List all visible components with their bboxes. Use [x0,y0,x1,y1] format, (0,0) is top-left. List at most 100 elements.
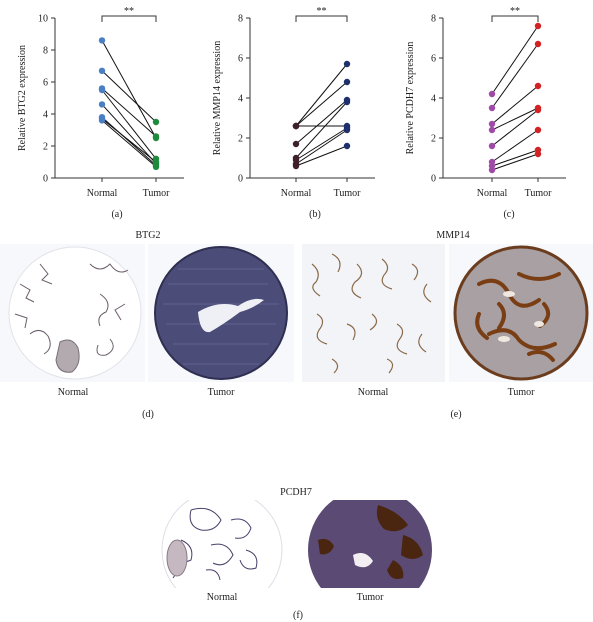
panel-label-b: (b) [309,209,321,220]
chart-2-pair-line [491,25,539,95]
chart-1-pair-line [295,145,348,167]
chart-2-x-tick-label: Normal [477,188,508,199]
chart-2-normal-point [488,104,496,112]
chart-2-pair-line [491,85,539,125]
chart-0-significance-bracket [101,15,157,22]
chart-1-pair-line [295,127,348,161]
chart-2-tumor-point [534,82,542,90]
ihc-label-pcdh7-tumor: Tumor [356,592,384,603]
chart-2-normal-point [488,142,496,150]
chart-0-y-tick-label: 4 [43,110,48,121]
chart-0-pair-line [101,118,157,163]
chart-0-y-tick-label: 8 [43,46,48,57]
chart-0-y-tick-label: 10 [38,14,48,25]
chart-0-pair-line [101,116,157,166]
chart-2-y-tick-label: 8 [431,14,436,25]
panel-label-f: (f) [293,610,303,621]
ihc-title-pcdh7: PCDH7 [280,487,312,498]
chart-0-pair-line [101,120,157,168]
chart-2-y-tick-label: 2 [431,134,436,145]
chart-0-tumor-point [152,158,160,166]
chart-0-normal-point [98,101,106,108]
chart-2-significance-label: ** [510,6,520,17]
panel-label-c: (c) [503,209,515,220]
chart-2-tumor-point [534,106,542,114]
chart-0-normal-point [98,67,106,75]
ihc-label-pcdh7-normal: Normal [206,592,238,603]
chart-2-normal-point [488,166,496,174]
chart-1-x-tick-label: Tumor [334,188,362,199]
chart-1-y-tick-label: 2 [238,134,243,145]
chart-1-normal-point [292,140,300,148]
chart-2-tumor-point [534,150,542,158]
chart-2-pair-line [491,107,539,131]
chart-2-pair-line [491,149,539,167]
chart-1-y-tick-label: 4 [238,94,243,105]
chart-1-normal-point [292,122,300,130]
chart-1-normal-point [292,162,300,170]
ihc-image-mmp14-tumor [449,244,593,382]
panel-label-d: (d) [142,409,154,420]
chart-2-pair-line [491,153,539,171]
chart-1-tumor-point [343,98,351,106]
chart-1-tumor-point [343,60,351,68]
ihc-title-btg2: BTG2 [135,230,161,241]
chart-2-significance-bracket [491,15,539,22]
chart-0-y-tick-label: 0 [43,174,48,185]
chart-1-x-tick-label: Normal [281,188,312,199]
ihc-image-btg2-normal [0,244,145,382]
chart-0-pair-line [101,88,157,137]
chart-2-pair-line [491,109,539,147]
chart-2-normal-point [488,126,496,134]
chart-0-tumor-point [152,163,160,170]
chart-0-tumor-point [152,133,160,140]
chart-0-normal-point [98,115,106,123]
ihc-image-btg2-tumor [148,244,294,382]
chart-0-x-tick-label: Normal [87,188,118,199]
chart-0-pair-line [101,104,157,164]
panel-label-e: (e) [450,409,462,420]
chart-2-tumor-point [534,40,542,48]
chart-1-pair-line [295,99,348,145]
ihc-label-btg2-tumor: Tumor [207,387,235,398]
chart-1-pair-line [295,101,348,159]
chart-0-tumor-point [152,118,160,126]
chart-2-y-tick-label: 6 [431,54,436,65]
chart-1-y-tick-label: 6 [238,54,243,65]
chart-2-pair-line [491,43,539,109]
chart-1-y-axis-label: Relative MMP14 expression [212,41,223,155]
chart-0-y-tick-label: 2 [43,142,48,153]
chart-0-x-tick-label: Tumor [143,188,171,199]
chart-0-pair-line [101,70,157,123]
ihc-image-pcdh7-tumor [298,500,443,588]
chart-1-y-tick-label: 0 [238,174,243,185]
chart-1-significance-label: ** [317,6,327,17]
chart-1-tumor-point [343,78,351,86]
chart-2-pair-line [491,129,539,163]
chart-1-significance-bracket [295,15,348,22]
chart-2-normal-point [488,120,496,128]
ihc-title-mmp14: MMP14 [436,230,470,241]
chart-1-pair-line [295,81,348,127]
ihc-image-pcdh7-normal [151,500,294,588]
chart-2-y-tick-label: 0 [431,174,436,185]
chart-2-y-axis-label: Relative PCDH7 expression [405,42,416,155]
chart-0-normal-point [98,37,106,44]
chart-0-y-tick-label: 6 [43,78,48,89]
chart-2-y-tick-label: 4 [431,94,436,105]
ihc-label-mmp14-tumor: Tumor [507,387,535,398]
chart-0-normal-point [98,85,106,92]
chart-0-pair-line [101,89,157,160]
chart-2-tumor-point [534,22,542,30]
chart-1-pair-line [295,129,348,165]
chart-2-x-tick-label: Tumor [525,188,553,199]
chart-0-y-axis-label: Relative BTG2 expression [17,45,28,151]
ihc-label-btg2-normal: Normal [57,387,89,398]
chart-1-pair-line [295,63,348,127]
chart-0-significance-label: ** [124,6,134,17]
ihc-image-mmp14-normal [302,244,445,382]
chart-1-tumor-point [343,126,351,134]
chart-1-tumor-point [343,142,351,150]
ihc-label-mmp14-normal: Normal [357,387,389,398]
